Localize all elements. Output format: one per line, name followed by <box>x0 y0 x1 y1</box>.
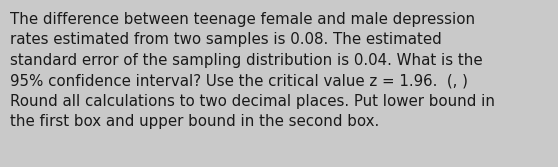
Text: The difference between teenage female and male depression
rates estimated from t: The difference between teenage female an… <box>10 12 495 129</box>
